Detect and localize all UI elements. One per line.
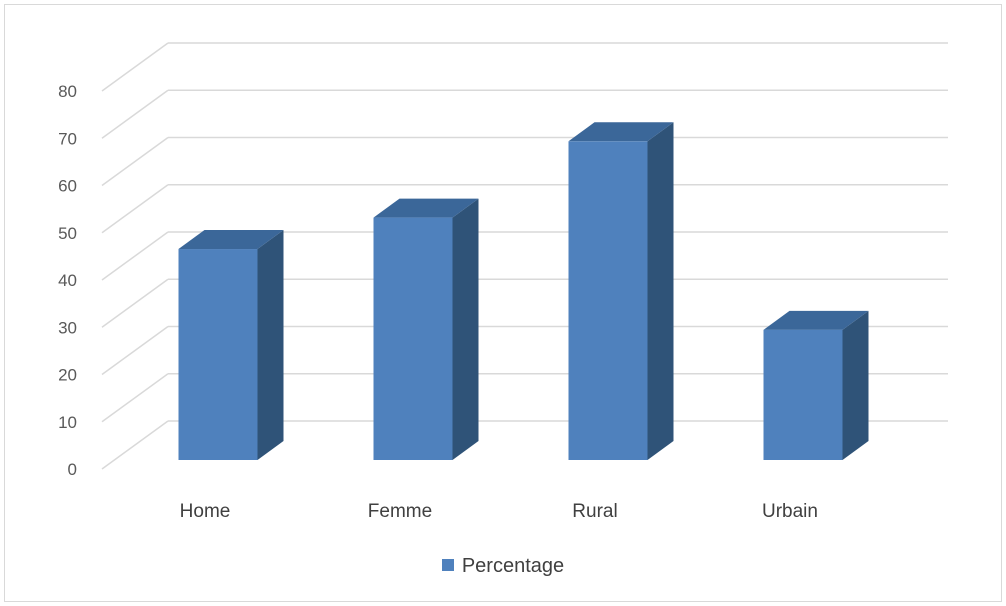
legend-swatch xyxy=(441,559,454,571)
y-tick-label: 70 xyxy=(58,129,77,148)
y-tick-label: 50 xyxy=(58,224,77,243)
bar-urbain xyxy=(763,310,869,460)
gridline-depth-40 xyxy=(101,231,169,281)
y-tick-label: 0 xyxy=(68,460,77,479)
x-category-label: Rural xyxy=(572,501,617,522)
gridline-depth-80 xyxy=(101,42,169,92)
gridline-depth-10 xyxy=(101,373,169,423)
gridline-depth-60 xyxy=(101,136,169,187)
y-tick-label: 10 xyxy=(58,413,77,432)
bar-top xyxy=(178,230,284,250)
y-tick-label: 20 xyxy=(58,366,77,385)
bar-front xyxy=(178,249,258,460)
bar-top xyxy=(763,310,869,330)
bar-top xyxy=(568,122,674,142)
legend-label: Percentage xyxy=(461,555,565,577)
gridline-depth-70 xyxy=(101,89,169,139)
gridline-depth-0 xyxy=(101,420,169,470)
x-axis-labels: Home Femme Rural Urbain xyxy=(180,501,818,522)
y-axis-ticks: 0 10 20 30 40 50 60 70 80 xyxy=(58,82,77,479)
y-tick-label: 30 xyxy=(58,318,77,337)
y-tick-label: 80 xyxy=(58,82,77,101)
y-tick-label: 60 xyxy=(58,177,77,196)
bar-home xyxy=(178,230,284,460)
bar-side xyxy=(257,230,284,460)
gridline-depth-50 xyxy=(101,184,169,234)
bar-side xyxy=(647,122,674,460)
bar-femme xyxy=(373,198,479,461)
x-category-label: Femme xyxy=(368,501,432,522)
bar-side xyxy=(842,310,869,460)
gridline-depth-20 xyxy=(101,325,169,376)
bar-front xyxy=(373,217,453,460)
x-category-label: Urbain xyxy=(762,501,818,522)
bars xyxy=(178,122,869,461)
bar-front xyxy=(568,141,648,460)
bar-rural xyxy=(568,122,674,460)
gridline-depth-30 xyxy=(101,278,169,328)
bar-front xyxy=(763,329,843,460)
bar-side xyxy=(452,198,479,461)
legend: Percentage xyxy=(0,555,1006,578)
bar-top xyxy=(373,198,479,218)
y-tick-label: 40 xyxy=(58,271,77,290)
x-category-label: Home xyxy=(180,501,231,522)
chart-frame xyxy=(4,4,1002,602)
